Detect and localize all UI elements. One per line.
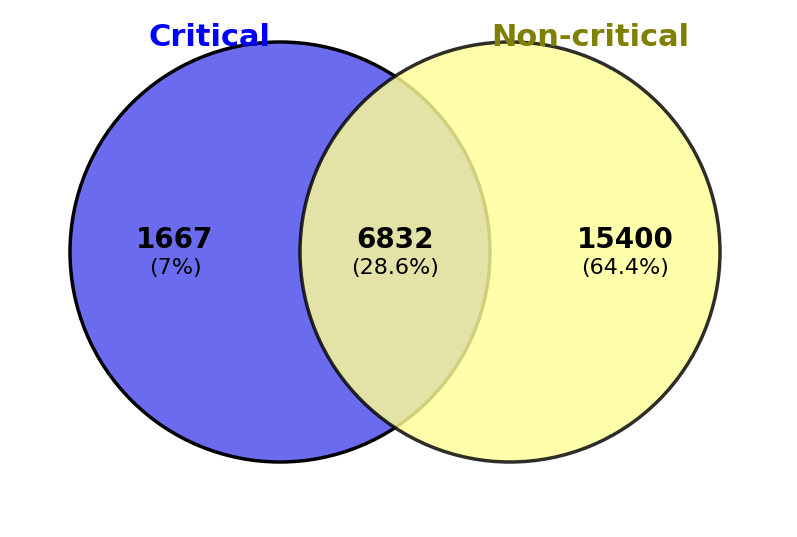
Circle shape: [300, 42, 720, 462]
Circle shape: [70, 42, 490, 462]
Text: 6832: 6832: [356, 226, 434, 254]
Text: Critical: Critical: [149, 24, 271, 53]
Text: 1667: 1667: [136, 226, 214, 254]
Text: (64.4%): (64.4%): [581, 258, 669, 278]
Text: Non-critical: Non-critical: [491, 24, 689, 53]
Text: 15400: 15400: [576, 226, 673, 254]
Text: (28.6%): (28.6%): [351, 258, 439, 278]
Text: (7%): (7%): [149, 258, 202, 278]
